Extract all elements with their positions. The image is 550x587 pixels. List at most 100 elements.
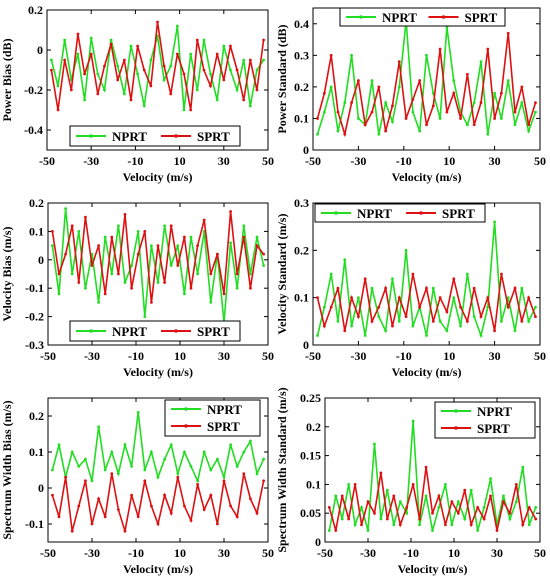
data-point	[242, 98, 246, 102]
data-point	[377, 305, 381, 309]
y-tick-label: 0.15	[300, 449, 321, 463]
data-point	[350, 296, 353, 300]
data-point	[465, 123, 469, 127]
x-tick-label: 30	[489, 349, 501, 363]
data-point	[262, 479, 265, 483]
data-point	[513, 123, 517, 127]
data-point	[425, 286, 428, 290]
data-point	[363, 334, 367, 337]
data-point	[404, 248, 408, 252]
spectrum-width-bias-chart: -50 -30 -10 10 30 50 0.2 0.1 0 -0.1 Velocity (m/s)…	[0, 397, 274, 576]
legend-label: SPRT	[197, 129, 230, 144]
data-point	[169, 92, 173, 96]
data-point	[90, 264, 94, 267]
data-point	[169, 264, 173, 267]
data-point	[438, 47, 442, 51]
data-point	[70, 224, 74, 228]
data-point	[51, 468, 54, 472]
data-point	[77, 281, 81, 284]
data-point	[445, 110, 449, 114]
data-point	[169, 224, 173, 228]
data-point	[77, 504, 81, 508]
data-point	[169, 443, 173, 447]
data-point	[163, 224, 167, 228]
data-point	[357, 315, 360, 318]
data-point	[370, 319, 374, 323]
data-point	[347, 517, 351, 521]
data-point	[360, 506, 363, 509]
series-sprt	[51, 472, 265, 533]
data-point	[229, 210, 233, 213]
data-point	[486, 132, 490, 136]
x-tick-label: -50	[317, 546, 333, 560]
data-point	[500, 272, 503, 276]
data-point	[327, 529, 331, 532]
data-point	[391, 120, 394, 123]
series-sprt	[51, 210, 265, 304]
y-tick-label: 0	[37, 43, 43, 57]
data-point	[424, 465, 428, 469]
data-point	[438, 296, 442, 300]
y-tick-label: 0.2	[294, 80, 309, 94]
data-point	[229, 504, 233, 508]
legend-label: NPRT	[477, 404, 512, 419]
x-tick-label: 30	[218, 349, 230, 363]
x-tick-label: -50	[39, 154, 55, 168]
data-point	[384, 129, 388, 133]
data-point	[136, 515, 140, 519]
legend-marker	[441, 15, 446, 19]
data-point	[327, 506, 331, 509]
data-point	[215, 98, 219, 102]
data-point	[169, 64, 173, 68]
data-point	[70, 529, 74, 533]
x-tick-label: -30	[350, 349, 366, 363]
data-point	[123, 212, 127, 216]
legend-label: SPRT	[442, 206, 475, 221]
data-point	[229, 241, 233, 245]
data-point	[122, 92, 126, 96]
x-tick-label: -10	[396, 154, 412, 168]
data-point	[130, 465, 134, 468]
data-point	[84, 286, 87, 290]
data-point	[465, 272, 469, 276]
data-point	[357, 79, 360, 82]
data-point	[527, 319, 531, 323]
data-point	[83, 72, 86, 76]
data-point	[189, 108, 193, 112]
data-point	[142, 68, 146, 72]
data-point	[445, 329, 449, 333]
data-point	[215, 52, 219, 56]
data-point	[63, 38, 67, 42]
data-point	[242, 224, 246, 228]
x-tick-label: -50	[40, 349, 56, 363]
data-point	[202, 38, 206, 42]
data-point	[209, 301, 213, 304]
legend-marker	[454, 426, 458, 430]
plot-area	[312, 7, 541, 151]
data-point	[329, 53, 333, 57]
y-tick-label: 0.3	[294, 48, 309, 62]
data-point	[189, 519, 193, 522]
data-point	[322, 305, 326, 309]
data-point	[347, 483, 351, 486]
data-point	[411, 272, 415, 276]
data-point	[122, 58, 126, 62]
data-point	[150, 450, 153, 454]
data-point	[513, 110, 517, 114]
y-tick-label: 0.2	[306, 420, 321, 434]
data-point	[392, 494, 396, 498]
data-point	[229, 68, 232, 72]
data-point	[500, 91, 503, 95]
y-tick-label: 0.3	[294, 196, 309, 210]
data-point	[255, 68, 259, 72]
data-point	[103, 468, 107, 472]
data-point	[116, 64, 120, 68]
data-point	[51, 230, 54, 233]
legend-label: SPRT	[207, 419, 240, 434]
data-point	[384, 329, 388, 333]
data-point	[235, 272, 239, 276]
data-point	[70, 450, 74, 454]
x-tick-label: -10	[127, 154, 143, 168]
data-point	[506, 296, 510, 300]
legend-marker	[89, 134, 93, 138]
